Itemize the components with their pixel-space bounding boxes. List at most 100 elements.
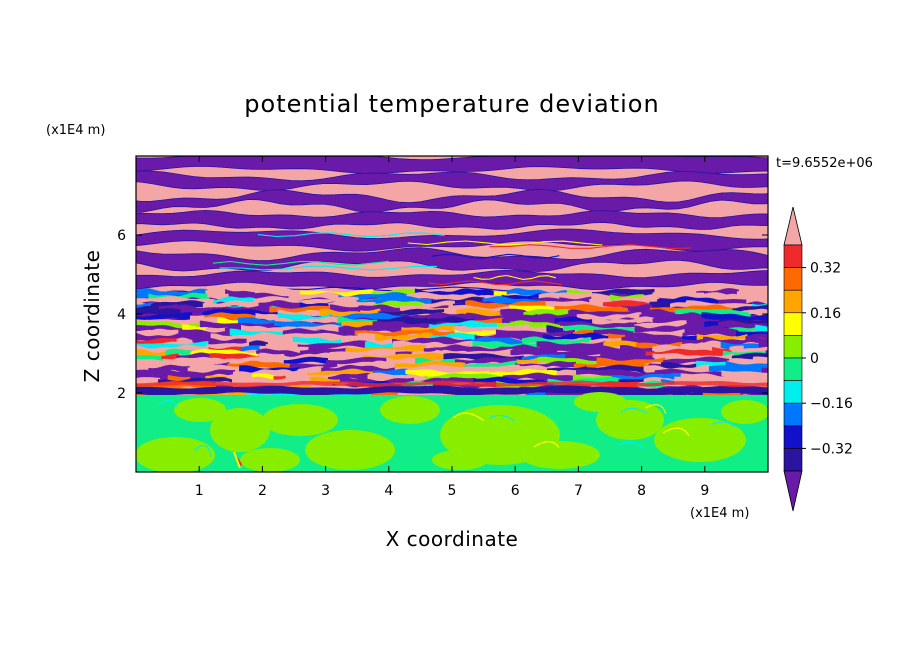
turbulent-cell (136, 357, 217, 367)
mixed-layer-blob (520, 441, 600, 469)
colorbar-tick-label: 0.32 (810, 261, 841, 277)
colorbar-extend-max (783, 206, 803, 246)
turbulent-cell (167, 375, 193, 383)
colorbar-extend-min (783, 470, 803, 512)
turbulent-cell (378, 308, 445, 318)
turbulent-cell (746, 296, 768, 304)
colorbar-segment (783, 380, 803, 404)
turbulent-cell (326, 357, 389, 365)
turbulent-cell (755, 324, 768, 333)
colorbar-segment (783, 312, 803, 336)
colorbar-tick-label: −0.16 (810, 396, 853, 412)
mixed-layer-streak (453, 412, 485, 422)
turbulent-cell (288, 292, 341, 300)
x-tick-label: 1 (195, 483, 204, 499)
stratified-band (136, 209, 768, 230)
turbulent-cell (592, 316, 655, 326)
turbulent-cell (465, 300, 548, 310)
turbulent-cell (237, 317, 277, 326)
turbulent-cell (546, 325, 565, 334)
turbulent-cell (576, 369, 657, 379)
interface-line (219, 265, 438, 271)
turbulent-cell (625, 332, 685, 342)
turbulent-cell (516, 357, 540, 366)
interface-line (473, 274, 557, 280)
turbulent-cell (729, 345, 744, 351)
turbulent-cell (406, 292, 483, 302)
turbulent-cell (206, 343, 251, 350)
mixed-layer-blob (240, 448, 300, 472)
stratified-band (136, 188, 768, 213)
turbulent-cell (258, 300, 303, 310)
turbulent-cell (682, 328, 739, 337)
turbulent-cell (227, 373, 255, 380)
mixed-layer-streak (662, 427, 690, 436)
colorbar-segment (783, 335, 803, 359)
interface-line (489, 244, 691, 250)
mixed-layer-blob (136, 437, 215, 472)
turbulent-cell (453, 324, 530, 334)
mixed-layer-blob (210, 408, 270, 452)
stratified-band (136, 247, 768, 272)
colorbar-segment (783, 267, 803, 291)
turbulent-cell (523, 308, 571, 317)
mixed-layer-streak (157, 399, 178, 408)
mixed-layer-blob (262, 404, 338, 436)
turbulent-cell (161, 353, 179, 360)
turbulent-cell (255, 312, 280, 322)
turbulent-cell (329, 348, 398, 358)
turbulent-cell (649, 300, 672, 308)
turbulent-cell (761, 367, 768, 374)
interface-line (407, 240, 603, 246)
interface-line (431, 253, 560, 259)
mixed-layer-blob (305, 430, 395, 470)
turbulent-cell (456, 308, 503, 317)
chart-title: potential temperature deviation (244, 90, 659, 118)
plot-area (136, 156, 768, 472)
y-axis-ticks: 2 4 6 (117, 228, 768, 402)
turbulent-cell (282, 352, 366, 362)
y-axis-label: Z coordinate (80, 250, 104, 383)
x-tick-label: 4 (384, 483, 393, 499)
x-axis-ticks: 1 2 3 4 5 6 7 8 9 (195, 156, 709, 499)
turbulent-cell (294, 296, 359, 306)
turbulent-cell (565, 352, 603, 363)
colorbar-segment (783, 425, 803, 449)
turbulent-cell (240, 345, 262, 352)
turbulent-cell (202, 300, 261, 309)
colorbar-labels: 0.32 0.16 0 −0.16 −0.32 (802, 261, 853, 457)
interface-line (428, 280, 562, 286)
turbulent-cell (425, 316, 475, 326)
turbulent-cell (704, 321, 721, 328)
turbulent-cell (482, 329, 498, 336)
turbulent-cell (522, 336, 592, 346)
turbulent-cell (701, 312, 768, 322)
turbulent-cell (392, 336, 473, 346)
turbulent-cell (752, 356, 768, 364)
turbulent-cell (373, 300, 425, 310)
colorbar-segment (783, 289, 803, 314)
turbulent-band (136, 288, 768, 399)
mixed-layer-streak (617, 441, 645, 450)
x-tick-label: 8 (637, 483, 646, 499)
y-tick-label: 2 (117, 386, 126, 402)
y-tick-label: 6 (117, 228, 126, 244)
turbulent-cell (153, 368, 235, 379)
mixed-layer-streak (193, 444, 212, 457)
y-unit-label: (x1E4 m) (46, 123, 105, 138)
mixed-layer-streak (711, 421, 735, 428)
turbulent-cell (475, 364, 520, 373)
colorbar-segment (783, 402, 803, 427)
mixed-layer-blob (721, 400, 768, 424)
turbulent-cell (758, 340, 768, 349)
turbulent-cell (268, 288, 303, 298)
turbulent-cell (136, 337, 179, 346)
interface-line (212, 260, 389, 266)
turbulent-cell (136, 341, 209, 350)
turbulent-cell (584, 364, 646, 374)
inversion-band (136, 380, 768, 388)
turbulent-cell (341, 321, 375, 330)
turbulent-cell (493, 291, 509, 297)
mixed-layer-blob (574, 392, 626, 412)
stratified-band (136, 228, 768, 252)
